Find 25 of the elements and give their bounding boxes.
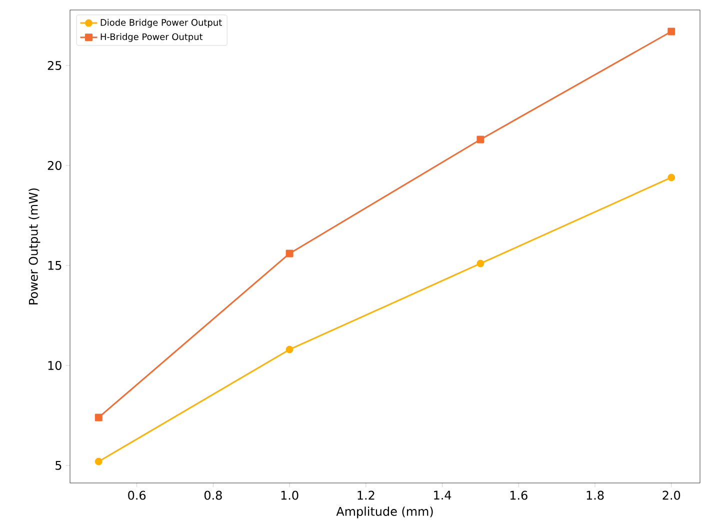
y-tick-label: 5	[56, 461, 62, 470]
point	[668, 174, 676, 182]
point	[668, 28, 676, 36]
point	[476, 260, 484, 268]
point	[476, 136, 484, 144]
x-tick-label: 1.4	[434, 490, 452, 500]
point	[94, 414, 102, 422]
x-tick-label: 0.8	[204, 490, 222, 500]
x-tick-label: 2.0	[662, 490, 680, 500]
y-tick-label: 10	[48, 360, 62, 370]
x-tick-label: 1.0	[281, 490, 298, 500]
x-tick-label: 1.8	[586, 490, 604, 500]
point	[94, 458, 102, 466]
x-tick-label: 1.6	[510, 490, 528, 500]
y-tick-label: 20	[48, 160, 62, 170]
y-axis-title: Power Output (mW)	[28, 188, 40, 304]
point	[286, 346, 294, 354]
y-tick-label: 25	[48, 60, 62, 70]
y-tick-label: 15	[48, 261, 62, 270]
x-axis-title: Amplitude (mm)	[336, 506, 433, 518]
legend-label: H-Bridge Power Output	[100, 33, 203, 42]
point	[286, 250, 294, 258]
legend-label: Diode Bridge Power Output	[100, 18, 222, 28]
x-tick-label: 0.6	[128, 490, 146, 500]
x-tick-label: 1.2	[358, 490, 374, 500]
